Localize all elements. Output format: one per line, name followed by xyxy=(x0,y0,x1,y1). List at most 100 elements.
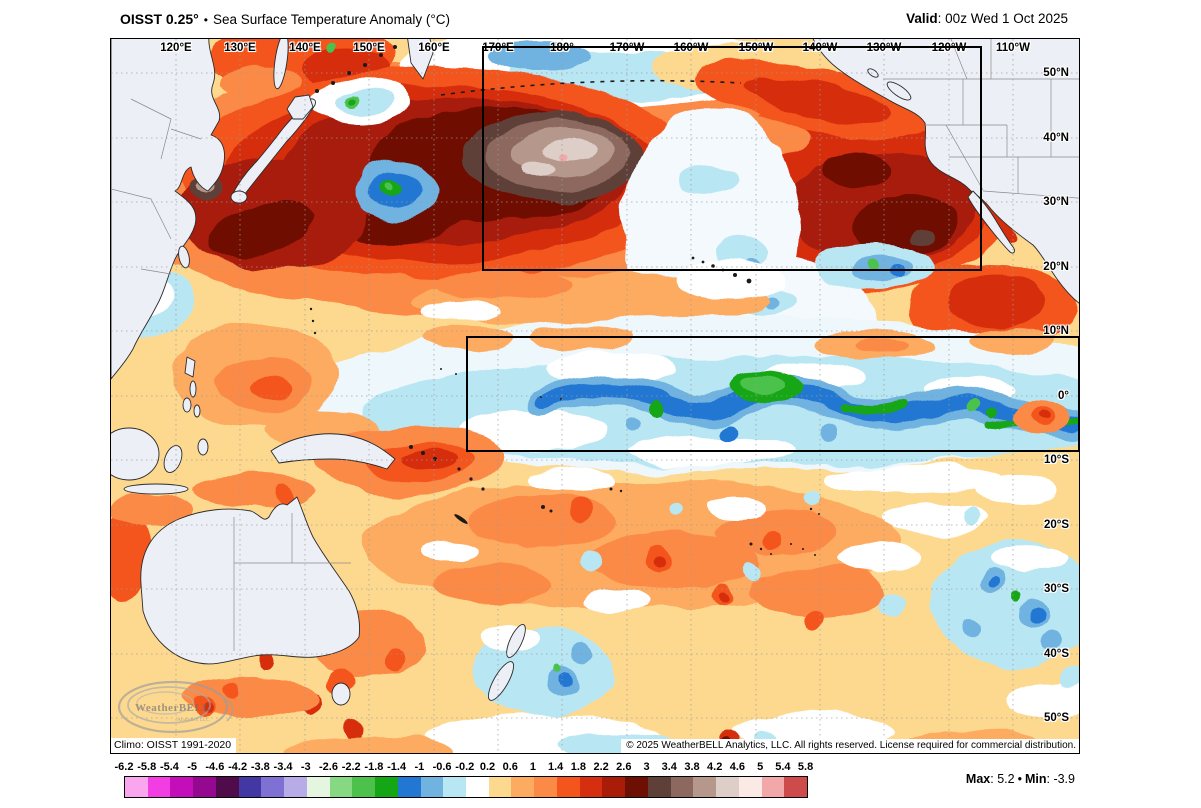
watermark-subtext: Analytics LLC xyxy=(177,717,210,723)
colorbar-cell xyxy=(534,777,557,797)
north-america-landmass xyxy=(812,39,1079,304)
valid-time: Valid: 00z Wed 1 Oct 2025 xyxy=(906,11,1068,26)
lon-label: 120°E xyxy=(160,42,192,54)
colorbar-cell xyxy=(488,777,512,797)
lat-label: 20°S xyxy=(1043,519,1069,531)
colorbar-cell xyxy=(397,777,421,797)
colorbar-cell xyxy=(784,777,808,797)
lon-label: 170°E xyxy=(482,42,514,54)
max-label: Max xyxy=(965,772,991,786)
aleutian-islands xyxy=(440,79,742,96)
philippine-islands xyxy=(182,356,201,418)
colorbar-cell xyxy=(125,777,148,797)
lon-label: 130°E xyxy=(224,42,256,54)
lat-label: 20°N xyxy=(1043,261,1069,273)
kuril-islands xyxy=(315,45,397,93)
haida-gwaii-islands xyxy=(867,68,879,78)
lon-label: 130°W xyxy=(866,42,902,54)
new-zealand-north-island xyxy=(506,624,526,658)
lon-label: 160°W xyxy=(673,42,709,54)
japan-islands xyxy=(230,98,316,200)
north-pacific-highlight-box xyxy=(482,46,982,271)
colorbar-cell xyxy=(625,777,648,797)
lat-label: 50°N xyxy=(1043,67,1069,79)
colorbar-cell xyxy=(306,777,330,797)
equatorial-highlight-box xyxy=(466,336,1079,452)
lat-label: 50°S xyxy=(1043,712,1069,724)
lat-label: 30°S xyxy=(1043,583,1069,595)
colorbar-cell xyxy=(761,777,785,797)
lon-label: 180° xyxy=(550,42,574,54)
hokkaido-island xyxy=(286,94,314,120)
climatology-note: Climo: OISST 1991-2020 xyxy=(111,738,237,753)
lat-label: 30°N xyxy=(1043,196,1069,208)
map-canvas: 120°E 130°E 140°E 150°E 160°E 170°E 180°… xyxy=(110,38,1080,754)
taiwan-island xyxy=(178,245,190,269)
colorbar-cell xyxy=(420,777,444,797)
watermark-text: WeatherBELL xyxy=(135,702,210,714)
colorbar-cell xyxy=(284,777,307,797)
colorbar-cell xyxy=(170,777,194,797)
kyushu-island xyxy=(230,190,248,204)
lon-label: 140°W xyxy=(802,42,838,54)
new-zealand-south-island xyxy=(487,661,515,701)
australia-landmass xyxy=(140,496,360,665)
colorbar-cell xyxy=(602,777,626,797)
copyright-note: © 2025 WeatherBELL Analytics, LLC. All r… xyxy=(621,739,1079,753)
lon-label: 160°E xyxy=(418,42,450,54)
colorbar-tick-labels: -6.2 -5.8 -5.4 -5 -4.6 -4.2 -3.8 -3.4 -3 -2.6 -2.2… xyxy=(114,761,814,773)
weatherbell-watermark: WeatherBELL Analytics LLC xyxy=(115,677,245,737)
lon-label: 140°E xyxy=(289,42,321,54)
colorbar-cell xyxy=(238,777,262,797)
lat-label: 10°N xyxy=(1043,325,1069,337)
product-name: OISST 0.25° xyxy=(120,11,199,27)
colorbar-cell xyxy=(511,777,535,797)
min-value: : -3.9 xyxy=(1046,772,1076,786)
indonesia-islands xyxy=(111,427,209,495)
lon-label: 120°W xyxy=(931,42,967,54)
colorbar-cell xyxy=(579,777,603,797)
kamchatka-peninsula xyxy=(407,39,434,80)
valid-value: : 00z Wed 1 Oct 2025 xyxy=(937,11,1068,26)
stats-separator: • xyxy=(1017,772,1022,786)
colorbar xyxy=(124,776,808,798)
colorbar-cell xyxy=(352,777,376,797)
min-label: Min xyxy=(1024,772,1047,786)
land-masses xyxy=(111,39,1079,706)
colorbar-cell xyxy=(375,777,398,797)
vancouver-island xyxy=(886,81,912,101)
lat-label: 10°S xyxy=(1043,454,1069,466)
state-borders xyxy=(111,39,1079,651)
lon-label: 170°W xyxy=(609,42,645,54)
colorbar-cell xyxy=(147,777,171,797)
colorbar-cell xyxy=(647,777,671,797)
title-bar: OISST 0.25° • Sea Surface Temperature Anom… xyxy=(0,0,1201,38)
colorbar-cell xyxy=(738,777,762,797)
colorbar-cell xyxy=(215,777,239,797)
colorbar-cell xyxy=(193,777,216,797)
sst-anomaly-field xyxy=(111,39,1079,753)
colorbar-cell xyxy=(556,777,580,797)
max-value: : 5.2 xyxy=(990,772,1015,786)
watermark-swirl-icon: WeatherBELL Analytics LLC xyxy=(117,680,234,734)
lon-label: 110°W xyxy=(995,42,1031,54)
product-subtitle: Sea Surface Temperature Anomaly (°C) xyxy=(212,12,450,27)
title-separator: • xyxy=(203,13,208,27)
baja-california-peninsula xyxy=(967,190,1015,254)
page-title: OISST 0.25° • Sea Surface Temperature Anom… xyxy=(120,11,450,27)
anomaly-blobs xyxy=(111,39,1079,753)
colorbar-cell xyxy=(329,777,353,797)
colorbar-cell xyxy=(693,777,717,797)
colorbar-cell xyxy=(670,777,694,797)
colorbar-cell xyxy=(466,777,489,797)
graticule xyxy=(111,39,1079,753)
lon-label: 150°E xyxy=(353,42,385,54)
lat-label: 40°N xyxy=(1043,132,1069,144)
lat-label: 0° xyxy=(1058,390,1069,402)
lat-label: 40°S xyxy=(1043,648,1069,660)
colorbar-cell xyxy=(261,777,285,797)
colorbar-cell xyxy=(716,777,739,797)
valid-label: Valid xyxy=(906,11,938,26)
pacific-island-specks xyxy=(309,256,820,556)
